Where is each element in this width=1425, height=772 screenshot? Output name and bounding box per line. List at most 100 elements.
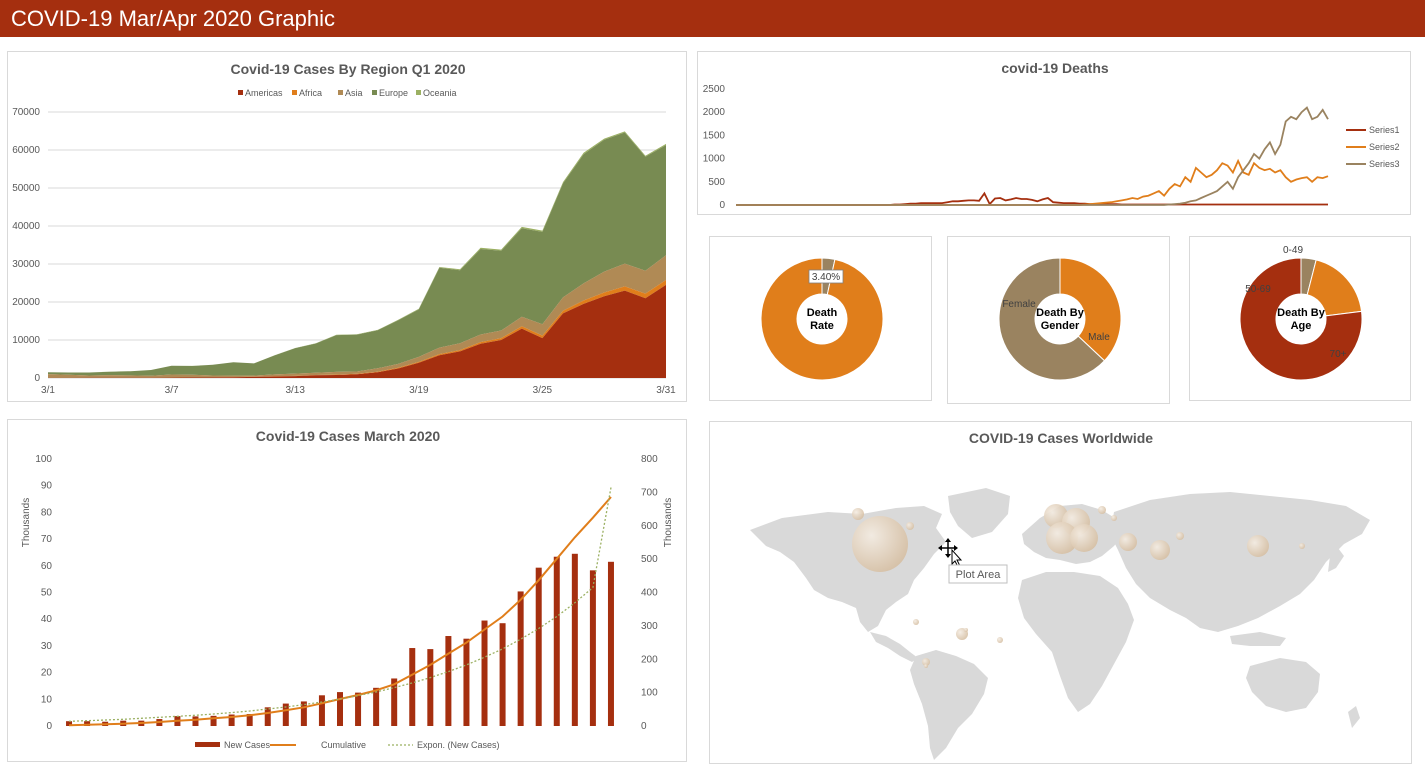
bar-new-cases	[355, 692, 362, 726]
legend-label: Series3	[1369, 159, 1400, 169]
line-exponential-trend	[68, 487, 612, 722]
bar-new-cases	[210, 715, 217, 726]
case-bubble	[1247, 535, 1269, 557]
donut-center-label: Age	[1291, 320, 1312, 332]
bar-new-cases	[337, 692, 343, 726]
y-tick-label: 1000	[703, 154, 726, 165]
legend-label: New Cases	[224, 740, 271, 750]
y-tick-label: 40	[41, 614, 53, 625]
x-tick-label: 3/31	[656, 385, 676, 396]
donut-center-label: Rate	[810, 320, 834, 332]
donut-data-label: 0-49	[1283, 245, 1303, 256]
donut-slice	[760, 257, 884, 381]
continent-north-america	[750, 506, 946, 632]
y-tick-label: 0	[34, 373, 40, 384]
bar-new-cases	[391, 678, 398, 726]
legend-swatch	[195, 742, 220, 747]
y-tick-label: 70	[41, 534, 53, 545]
case-bubble	[997, 637, 1003, 643]
legend-swatch	[338, 90, 343, 95]
case-bubble	[852, 516, 908, 572]
y2-tick-label: 0	[641, 721, 647, 732]
donut-center-label: Death By	[1036, 307, 1085, 319]
legend-label: Europe	[379, 88, 408, 98]
area-chart-title: Covid-19 Cases By Region Q1 2020	[231, 61, 466, 77]
y-tick-label: 0	[719, 200, 725, 211]
case-bubble	[924, 664, 928, 668]
legend-label: Series2	[1369, 142, 1400, 152]
bar-new-cases	[246, 713, 253, 726]
case-bubble	[906, 522, 914, 530]
case-bubble	[1299, 543, 1305, 549]
dashboard-title: COVID-19 Mar/Apr 2020 Graphic	[11, 6, 336, 31]
death-age-panel[interactable]: 0-49 50-69 70+ Death By Age	[1189, 236, 1411, 401]
legend-swatch	[416, 90, 421, 95]
y2-tick-label: 100	[641, 688, 658, 699]
y2-axis-label: Thousands	[663, 498, 674, 547]
bar-new-cases	[445, 636, 452, 726]
area-series-europe	[48, 132, 666, 376]
donut-data-label: Male	[1088, 332, 1110, 343]
region-area-panel[interactable]: Covid-19 Cases By Region Q1 2020 0 10000 20…	[7, 51, 687, 402]
x-tick-label: 3/1	[41, 385, 55, 396]
continent-australia	[1246, 658, 1320, 712]
y-tick-label: 100	[35, 454, 52, 465]
worldwide-map-chart[interactable]: COVID-19 Cases Worldwide Plot Area	[710, 422, 1413, 765]
bar-new-cases	[607, 561, 614, 726]
donut-center-label: Death By	[1277, 307, 1326, 319]
death-gender-panel[interactable]: Female Male Death By Gender	[947, 236, 1170, 404]
tooltip-text: Plot Area	[956, 569, 1002, 581]
bar-new-cases	[282, 703, 289, 726]
y-tick-label: 50000	[12, 183, 40, 194]
bar-new-cases	[318, 695, 325, 726]
worldwide-map-title: COVID-19 Cases Worldwide	[969, 430, 1153, 446]
case-bubble	[964, 628, 968, 632]
y-axis-label: Thousands	[21, 498, 32, 547]
x-tick-label: 3/19	[409, 385, 429, 396]
legend-swatch	[292, 90, 297, 95]
worldwide-map-panel[interactable]: COVID-19 Cases Worldwide Plot Area	[709, 421, 1412, 764]
bar-new-cases	[517, 591, 524, 726]
donut-slice	[1059, 257, 1122, 362]
bar-new-cases	[535, 567, 542, 726]
continent-central-america	[870, 632, 918, 662]
data-label-box	[808, 269, 844, 284]
march-chart-title: Covid-19 Cases March 2020	[256, 428, 441, 444]
area-series-americas	[48, 284, 666, 378]
case-bubble	[1046, 522, 1078, 554]
world-map-land	[750, 488, 1370, 760]
donut-center-label: Gender	[1041, 320, 1080, 332]
case-bubble	[1150, 540, 1170, 560]
x-tick-label: 3/25	[533, 385, 553, 396]
legend-label: Expon. (New Cases)	[417, 740, 500, 750]
y2-tick-label: 200	[641, 654, 658, 665]
case-bubble	[1098, 506, 1106, 514]
y-tick-label: 10000	[12, 335, 40, 346]
continent-asia	[1110, 492, 1370, 632]
bar-new-cases	[192, 716, 199, 726]
region-area-chart[interactable]: Covid-19 Cases By Region Q1 2020 0 10000 20…	[8, 52, 688, 403]
y2-tick-label: 800	[641, 454, 658, 465]
bar-new-cases	[463, 638, 470, 726]
legend-swatch	[238, 90, 243, 95]
bar-new-cases	[553, 556, 560, 726]
donut-center-label: Death	[807, 307, 838, 319]
y2-tick-label: 300	[641, 621, 658, 632]
donut-data-label: 50-69	[1245, 284, 1271, 295]
legend-swatch	[372, 90, 377, 95]
death-rate-panel[interactable]: 3.40% Death Rate	[709, 236, 932, 401]
deaths-line-chart[interactable]: covid-19 Deaths 0 500 1000 1500 2000 2500 Serie…	[698, 52, 1412, 216]
bar-new-cases	[373, 687, 380, 726]
legend-label: Oceania	[423, 88, 457, 98]
donut-data-label: 70+	[1330, 349, 1347, 360]
y-tick-label: 30	[41, 641, 53, 652]
y2-tick-label: 400	[641, 588, 658, 599]
march-cases-chart[interactable]: Covid-19 Cases March 2020 0 10 20 30 40 50 60 70…	[8, 420, 688, 763]
deaths-line-panel[interactable]: covid-19 Deaths 0 500 1000 1500 2000 2500 Serie…	[697, 51, 1411, 215]
march-cases-panel[interactable]: Covid-19 Cases March 2020 0 10 20 30 40 50 60 70…	[7, 419, 687, 762]
case-bubble	[1176, 532, 1184, 540]
continent-africa	[1018, 572, 1134, 712]
